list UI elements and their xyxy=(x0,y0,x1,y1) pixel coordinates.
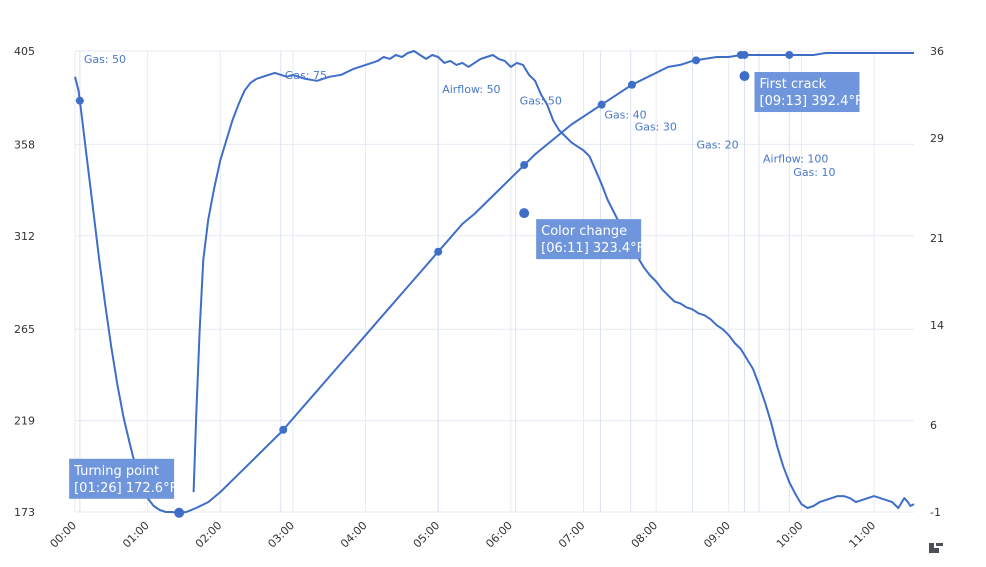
y-axis-right: -1 6 14 21 29 36 xyxy=(930,45,944,519)
series-point xyxy=(740,50,749,59)
series-point xyxy=(434,247,443,256)
x-tick-label: 07:00 xyxy=(556,519,588,551)
marker-title: Color change xyxy=(541,224,627,239)
event-label: Gas: 10 xyxy=(793,166,835,179)
brand-logo-icon xyxy=(929,543,943,553)
marker-value: [01:26] 172.6°F xyxy=(74,481,177,496)
marker-title: First crack xyxy=(760,77,827,92)
series-line-2 xyxy=(192,50,915,509)
y-left-tick-label: 312 xyxy=(14,230,35,243)
event-label: Airflow: 100 xyxy=(763,152,828,165)
x-tick-label: 08:00 xyxy=(629,519,661,551)
y-left-tick-label: 173 xyxy=(14,506,35,519)
x-tick-label: 11:00 xyxy=(847,519,879,551)
y-axis-left: 173 219 265 312 358 405 xyxy=(14,45,35,519)
event-label: Airflow: 50 xyxy=(442,83,500,96)
marker-point xyxy=(174,507,185,518)
x-tick-label: 01:00 xyxy=(120,519,152,551)
marker-title: Turning point xyxy=(73,464,159,479)
milestone-markers: Turning point [01:26] 172.6°F Color change… xyxy=(69,71,862,518)
marker-group: Turning point [01:26] 172.6°F xyxy=(69,458,185,518)
event-label: Gas: 30 xyxy=(635,121,677,134)
y-left-tick-label: 405 xyxy=(14,45,35,58)
event-label: Gas: 75 xyxy=(285,69,327,82)
marker-point xyxy=(519,208,530,219)
x-tick-label: 05:00 xyxy=(411,519,443,551)
event-label: Gas: 40 xyxy=(604,109,646,122)
x-tick-label: 00:00 xyxy=(48,519,80,551)
chart-grid xyxy=(74,50,914,513)
marker-group: First crack [09:13] 392.4°F xyxy=(739,71,863,113)
x-tick-label: 04:00 xyxy=(338,519,370,551)
y-right-tick-label: 21 xyxy=(930,232,944,245)
x-tick-label: 06:00 xyxy=(483,519,515,551)
series-points xyxy=(75,50,794,517)
y-left-tick-label: 219 xyxy=(14,415,35,428)
x-tick-label: 03:00 xyxy=(265,519,297,551)
y-left-tick-label: 358 xyxy=(14,138,35,151)
series-point xyxy=(597,100,606,109)
y-right-tick-label: 14 xyxy=(930,319,944,332)
series-line-1 xyxy=(74,52,914,514)
event-lines xyxy=(79,51,790,512)
x-tick-label: 10:00 xyxy=(774,519,806,551)
marker-box xyxy=(536,219,642,260)
marker-group: Color change [06:11] 323.4°F xyxy=(519,208,644,260)
y-right-tick-label: 36 xyxy=(930,45,944,58)
y-left-tick-label: 265 xyxy=(14,323,35,336)
marker-box xyxy=(754,72,860,113)
marker-point xyxy=(739,71,750,82)
series-point xyxy=(75,96,84,105)
y-right-tick-label: -1 xyxy=(930,506,941,519)
series-lines xyxy=(74,50,915,514)
marker-value: [09:13] 392.4°F xyxy=(760,94,863,109)
marker-box xyxy=(69,458,175,499)
series-point xyxy=(279,425,288,434)
x-tick-label: 09:00 xyxy=(701,519,733,551)
x-tick-label: 02:00 xyxy=(193,519,225,551)
event-label: Gas: 50 xyxy=(84,53,126,66)
series-point xyxy=(520,161,529,170)
series-point xyxy=(692,56,701,65)
y-right-tick-label: 29 xyxy=(930,132,944,145)
y-right-tick-label: 6 xyxy=(930,419,937,432)
event-label: Gas: 20 xyxy=(696,138,738,151)
event-label: Gas: 50 xyxy=(520,95,562,108)
series-point xyxy=(627,80,636,89)
marker-value: [06:11] 323.4°F xyxy=(541,241,644,256)
series-point xyxy=(785,50,794,59)
x-axis: 00:00 01:00 02:00 03:00 04:00 05:00 06:00 07:00… xyxy=(48,519,879,551)
